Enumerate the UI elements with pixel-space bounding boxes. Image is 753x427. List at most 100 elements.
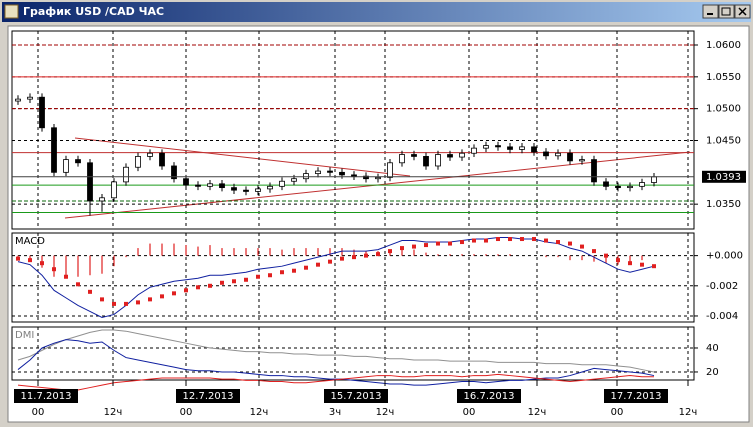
candle-body [123, 166, 129, 183]
signal-point [388, 249, 392, 254]
candle-body [651, 176, 657, 183]
candle-body [603, 181, 609, 187]
y-tick-label: -0.002 [706, 281, 738, 292]
candle-body [507, 146, 513, 150]
candle-body [219, 183, 225, 189]
signal-point [196, 285, 200, 290]
signal-point [292, 268, 296, 273]
candle-body [591, 159, 597, 183]
signal-point [208, 283, 212, 288]
signal-point [112, 301, 116, 306]
signal-point [352, 255, 356, 260]
candle-body [315, 170, 321, 175]
signal-point [604, 253, 608, 258]
candle-body [27, 96, 33, 100]
signal-point [88, 289, 92, 294]
signal-point [460, 240, 464, 245]
candle-body [459, 152, 465, 158]
candle-body [471, 147, 477, 154]
candle-body [135, 156, 141, 168]
series-line [17, 373, 654, 391]
signal-point [484, 238, 488, 243]
candle-body [363, 175, 369, 180]
panel-frame [11, 30, 695, 230]
candle-body [279, 180, 285, 187]
candle-body [627, 185, 633, 189]
panel-title: DMI [15, 330, 34, 341]
signal-point [544, 238, 548, 243]
candle-body [615, 185, 621, 189]
hour-label: 12ч [528, 407, 547, 418]
hour-label: 12ч [376, 407, 395, 418]
candle-body [99, 197, 105, 202]
signal-point [568, 241, 572, 246]
signal-point [172, 291, 176, 296]
title-bar [2, 2, 751, 22]
candle-body [231, 187, 237, 191]
signal-point [616, 258, 620, 263]
chart-area [7, 25, 750, 423]
signal-point [424, 243, 428, 248]
signal-point [448, 241, 452, 246]
candle-body [39, 96, 45, 129]
trend-line [74, 137, 411, 177]
y-tick-label: 1.0550 [706, 72, 741, 83]
signal-point [148, 297, 152, 302]
date-label: 17.7.2013 [611, 391, 662, 402]
y-tick-label: 1.0500 [706, 104, 741, 115]
date-label: 15.7.2013 [331, 391, 382, 402]
candle-body [327, 170, 333, 173]
hour-label: 12ч [104, 407, 123, 418]
candle-body [543, 151, 549, 157]
candle-body [375, 177, 381, 180]
candle-body [267, 185, 273, 190]
candle-body [579, 159, 585, 162]
signal-point [400, 246, 404, 251]
candle-body [171, 165, 177, 180]
panel-title: MACD [15, 236, 45, 247]
signal-point [640, 262, 644, 267]
signal-point [232, 279, 236, 284]
window-icon [4, 4, 19, 19]
candle-body [339, 171, 345, 176]
y-tick-label: 20 [706, 367, 719, 378]
date-label: 12.7.2013 [183, 391, 234, 402]
signal-point [52, 267, 56, 272]
date-box [457, 389, 521, 403]
date-label: 16.7.2013 [464, 391, 515, 402]
signal-point [136, 300, 140, 305]
window-title: График USD /CAD ЧАС [23, 5, 164, 18]
hour-label: 12ч [679, 407, 698, 418]
signal-point [124, 301, 128, 306]
signal-point [628, 261, 632, 266]
hour-label: 00 [32, 407, 45, 418]
y-tick-label: +0.000 [706, 251, 743, 262]
maximize-button[interactable] [718, 4, 735, 19]
signal-point [508, 237, 512, 242]
date-box [324, 389, 388, 403]
candle-body [483, 145, 489, 149]
window-buttons[interactable] [702, 4, 751, 19]
signal-point [316, 262, 320, 267]
signal-point [28, 258, 32, 263]
signal-point [328, 259, 332, 264]
candle-body [291, 178, 297, 182]
minimize-button[interactable] [702, 4, 719, 19]
candle-body [495, 145, 501, 148]
signal-point [472, 238, 476, 243]
signal-point [364, 253, 368, 258]
candle-body [15, 98, 21, 102]
signal-point [412, 244, 416, 249]
signal-point [244, 277, 248, 282]
y-tick-label: -0.004 [706, 311, 738, 322]
candle-body [387, 162, 393, 178]
candle-body [63, 159, 69, 173]
candle-body [159, 152, 165, 167]
y-tick-label: 1.0600 [706, 40, 741, 51]
signal-point [40, 261, 44, 266]
candle-body [399, 154, 405, 164]
signal-point [376, 252, 380, 257]
signal-point [652, 264, 656, 269]
signal-point [580, 244, 584, 249]
signal-point [532, 237, 536, 242]
